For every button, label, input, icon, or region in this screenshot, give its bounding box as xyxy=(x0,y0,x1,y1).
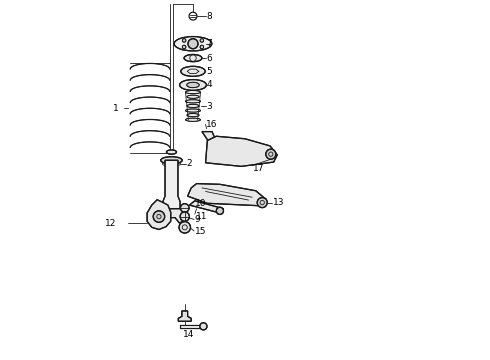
Polygon shape xyxy=(158,209,185,223)
Text: 16: 16 xyxy=(206,120,218,129)
Circle shape xyxy=(179,222,191,233)
Text: 8: 8 xyxy=(206,12,212,21)
Ellipse shape xyxy=(184,54,202,62)
Circle shape xyxy=(200,323,207,330)
Circle shape xyxy=(188,39,198,49)
Ellipse shape xyxy=(187,104,199,108)
Text: 15: 15 xyxy=(195,228,206,237)
Circle shape xyxy=(180,204,189,212)
Polygon shape xyxy=(205,136,277,166)
Circle shape xyxy=(216,207,223,215)
Polygon shape xyxy=(188,184,267,206)
Text: 13: 13 xyxy=(272,198,284,207)
Text: 10: 10 xyxy=(195,199,206,208)
Ellipse shape xyxy=(187,82,199,87)
Polygon shape xyxy=(147,200,171,229)
Text: 1: 1 xyxy=(113,104,119,113)
Text: 7: 7 xyxy=(206,39,212,48)
Polygon shape xyxy=(190,201,223,213)
Polygon shape xyxy=(163,160,180,209)
Text: 5: 5 xyxy=(206,67,212,76)
Text: 6: 6 xyxy=(206,54,212,63)
Ellipse shape xyxy=(186,118,200,121)
Text: 14: 14 xyxy=(183,330,195,339)
Circle shape xyxy=(257,198,267,208)
Text: 2: 2 xyxy=(187,159,192,168)
Ellipse shape xyxy=(187,95,199,98)
Text: 11: 11 xyxy=(196,212,207,221)
Ellipse shape xyxy=(167,150,176,154)
Circle shape xyxy=(200,45,204,49)
Circle shape xyxy=(153,211,165,222)
Text: 12: 12 xyxy=(104,219,116,228)
Circle shape xyxy=(266,149,276,159)
Text: 9: 9 xyxy=(195,215,200,224)
Ellipse shape xyxy=(186,109,200,112)
Ellipse shape xyxy=(179,80,206,90)
Text: 17: 17 xyxy=(253,164,265,173)
Ellipse shape xyxy=(187,113,199,117)
Text: 3: 3 xyxy=(206,102,212,111)
Circle shape xyxy=(182,39,186,42)
Circle shape xyxy=(180,212,190,221)
Circle shape xyxy=(182,45,186,49)
Ellipse shape xyxy=(174,37,212,51)
Ellipse shape xyxy=(186,90,200,94)
Ellipse shape xyxy=(186,100,200,103)
Text: 4: 4 xyxy=(206,81,212,90)
Ellipse shape xyxy=(181,66,205,76)
Circle shape xyxy=(200,39,204,42)
Polygon shape xyxy=(178,311,191,321)
Polygon shape xyxy=(202,132,221,153)
Ellipse shape xyxy=(161,157,182,164)
